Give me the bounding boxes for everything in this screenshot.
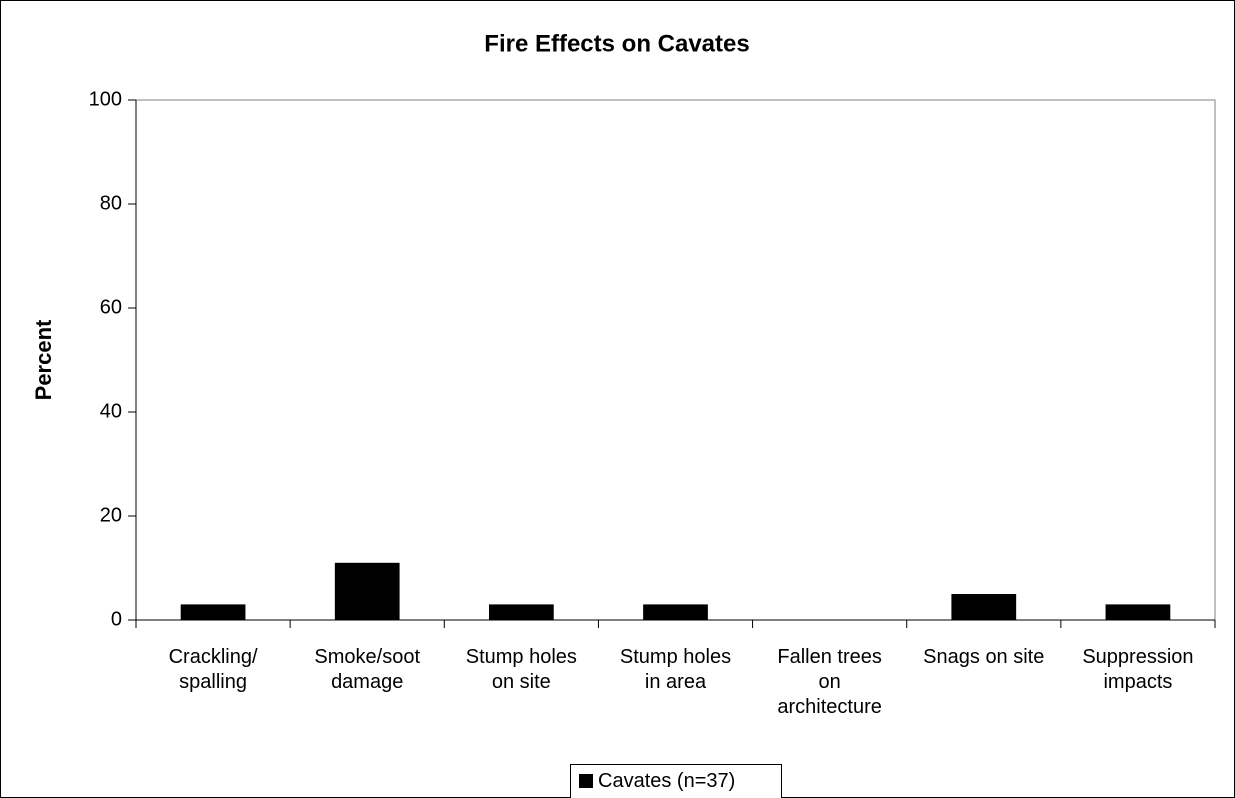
x-tick-label: Stump holes in area (619, 646, 732, 693)
x-tick-label: Stump holes on site (465, 646, 577, 693)
plot-area (135, 99, 1216, 621)
y-tick-label: 20 (100, 504, 122, 526)
bar (488, 604, 554, 620)
x-tick-label: Suppression impacts (1082, 646, 1194, 693)
legend-swatch (579, 774, 593, 788)
x-tick-label: Fallen trees on architecture (777, 646, 882, 718)
bar (1105, 604, 1171, 620)
y-tick-label: 60 (100, 296, 122, 318)
legend-label: Cavates (n=37) (598, 770, 736, 792)
chart-title: Fire Effects on Cavates (484, 30, 749, 57)
bar (334, 562, 400, 620)
x-tick-label: Crackling/ spalling (168, 646, 258, 693)
y-tick-label: 0 (111, 608, 122, 630)
legend: Cavates (n=37) (570, 764, 782, 798)
y-tick-label: 40 (100, 400, 122, 422)
x-tick-label: Smoke/soot damage (314, 646, 420, 693)
bar (951, 594, 1017, 620)
y-tick-label: 100 (89, 88, 122, 110)
x-tick-label: Snags on site (923, 646, 1045, 668)
y-axis-label: Percent (31, 319, 56, 400)
bar (643, 604, 708, 620)
bar (180, 604, 246, 620)
y-tick-label: 80 (100, 192, 122, 214)
